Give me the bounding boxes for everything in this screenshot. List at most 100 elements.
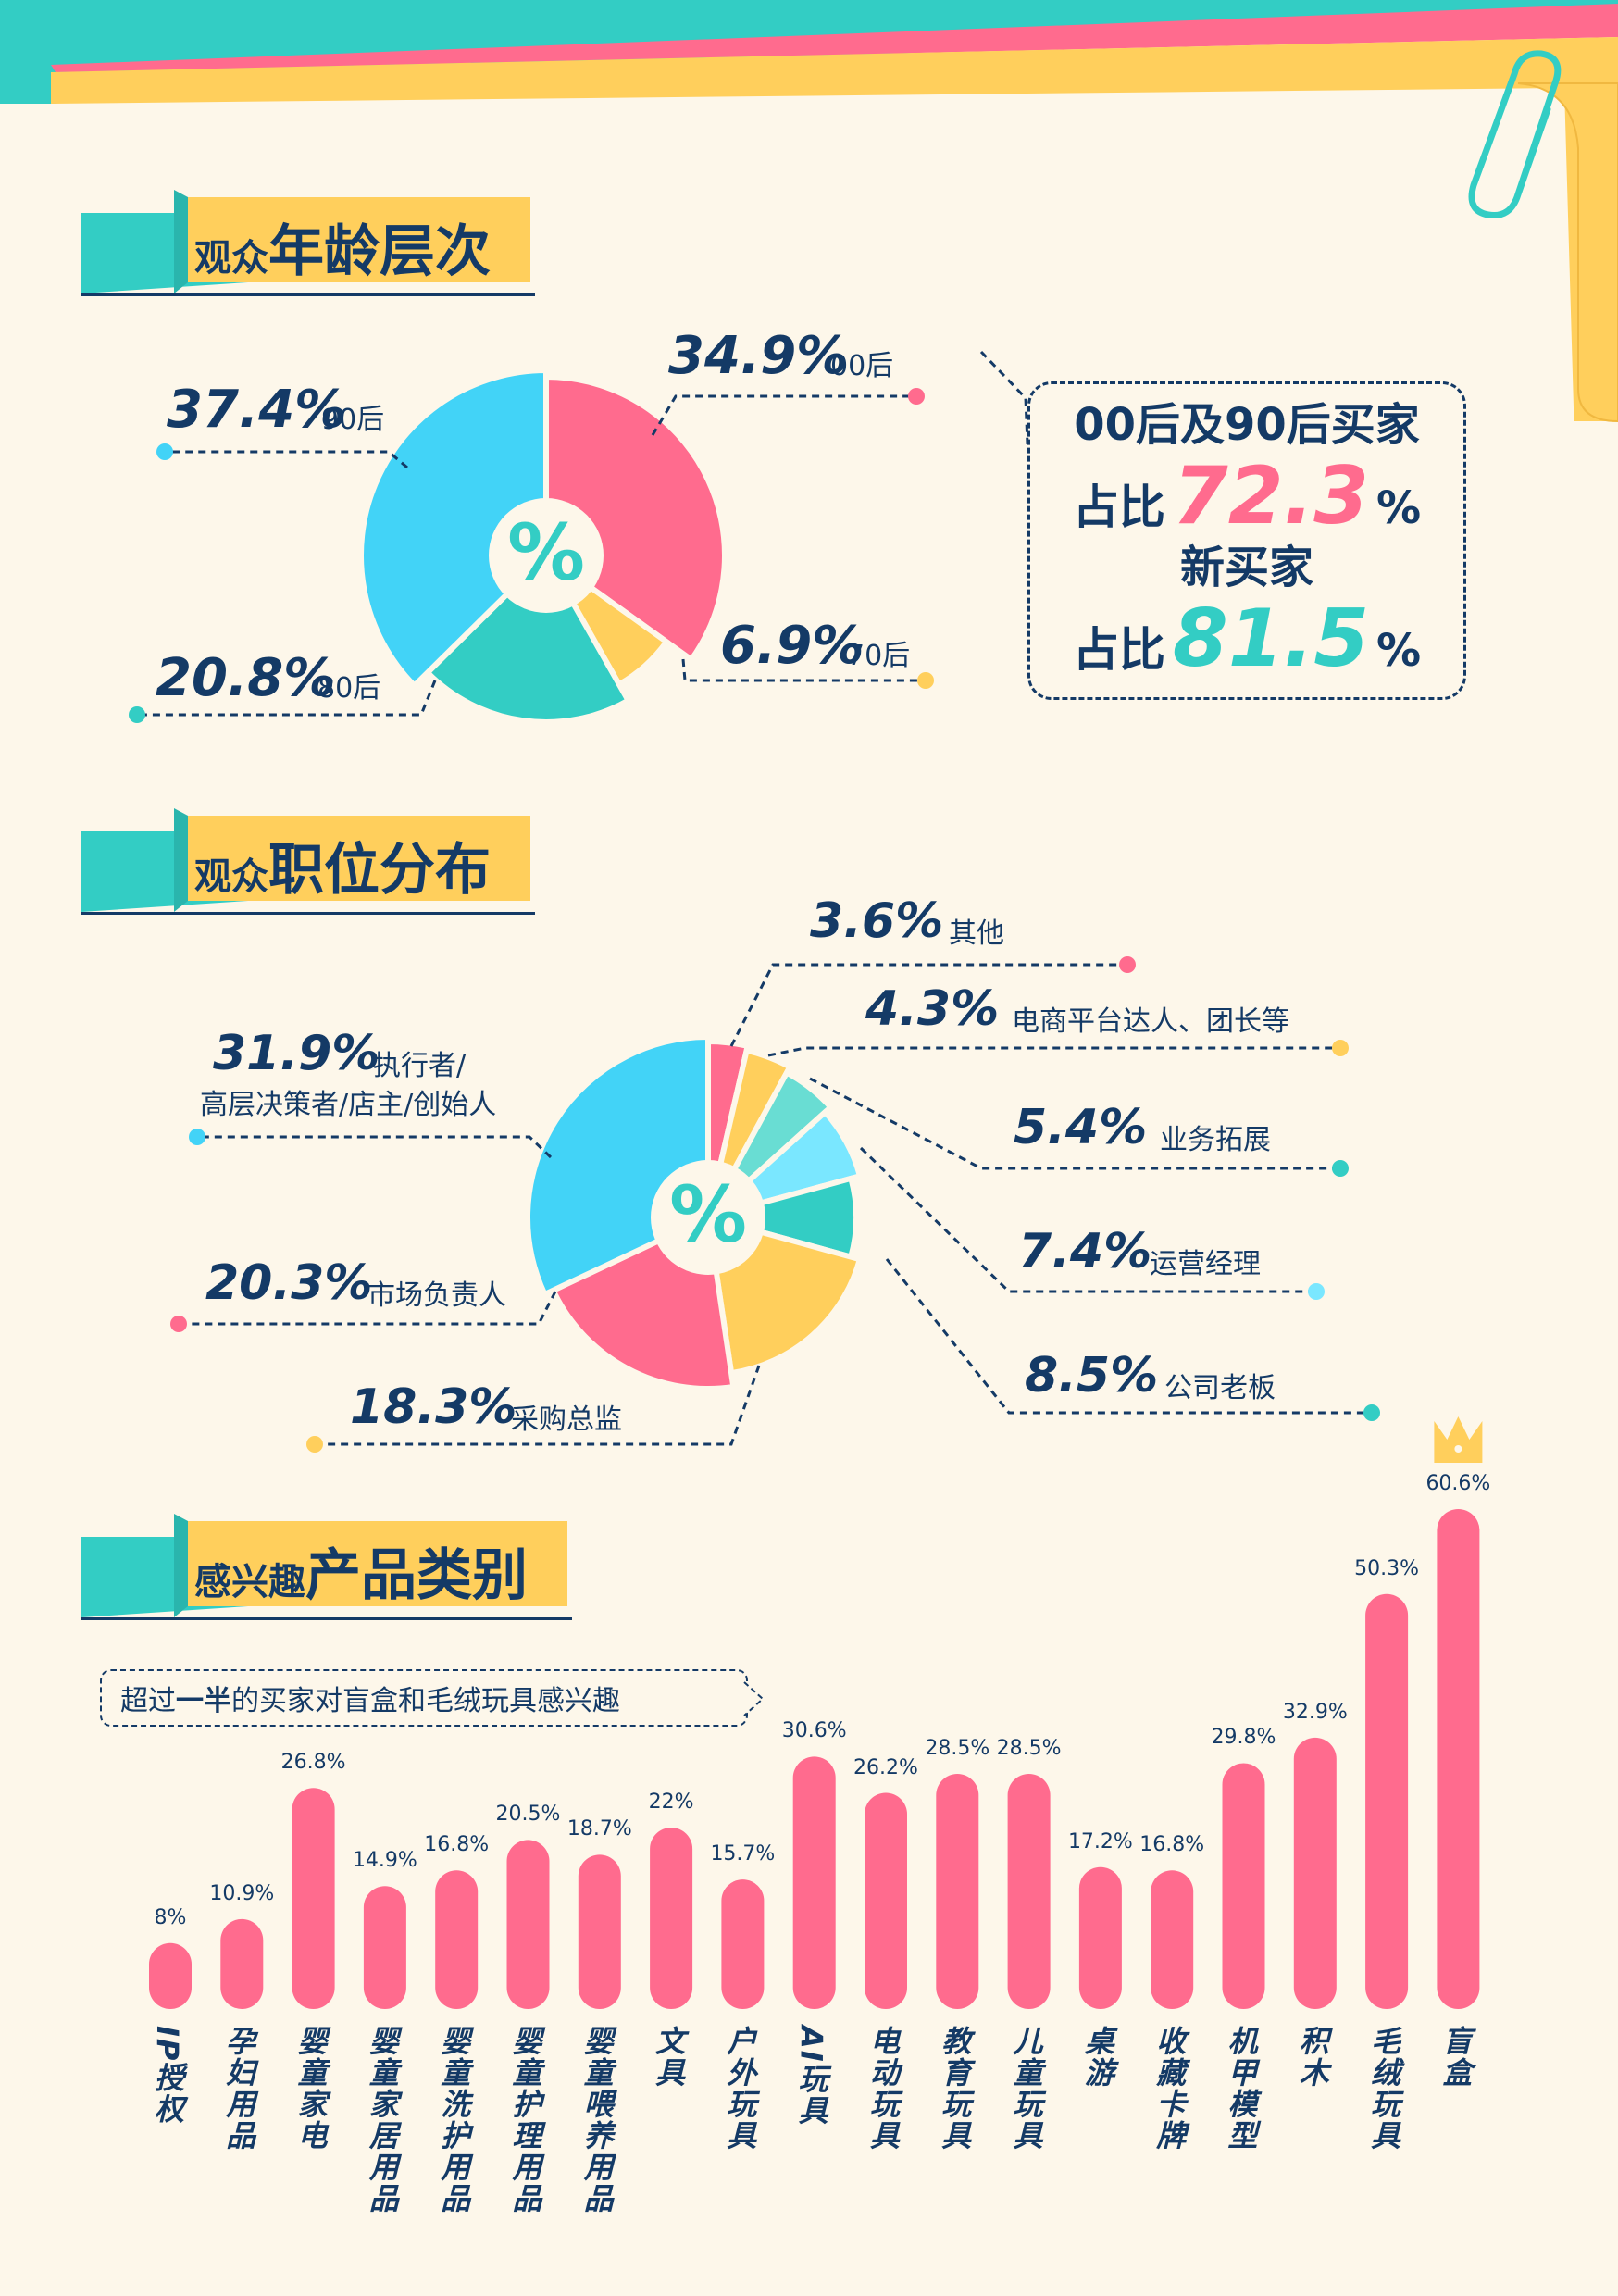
pos-pie-leader-line bbox=[859, 1146, 1316, 1293]
age-label-90-tag: 90后 bbox=[321, 404, 385, 436]
pos-label-ecom-tag: 电商平台达人、团长等 bbox=[1012, 1005, 1289, 1038]
bar-11 bbox=[936, 1774, 979, 2009]
bar-value-label: 32.9% bbox=[1282, 1700, 1348, 1724]
bar-15 bbox=[1222, 1763, 1265, 2009]
bar-value-label: 16.8% bbox=[424, 1833, 490, 1857]
bar-category-label: 婴童洗护用品 bbox=[436, 2026, 472, 2215]
bar-16 bbox=[1293, 1737, 1337, 2009]
age-pie-center-hole bbox=[489, 498, 604, 613]
age-label-80-pct: 20.8% bbox=[156, 648, 336, 708]
pos-label-other-tag: 其他 bbox=[949, 917, 1004, 950]
age-pie-leader-line bbox=[681, 658, 926, 682]
pos-pie-leader-dot bbox=[1363, 1404, 1380, 1421]
crown-icon bbox=[1434, 1416, 1483, 1463]
bubble-tail bbox=[743, 1681, 765, 1716]
summary-value-81: 81.5 bbox=[1172, 593, 1370, 685]
bar-category-label: 儿童玩具 bbox=[1008, 2026, 1044, 2152]
pos-label-exec-pct: 31.9% bbox=[213, 1026, 380, 1081]
age-label-00-pct: 34.9% bbox=[668, 326, 849, 386]
section-title-small: 观众 bbox=[194, 237, 268, 280]
pos-label-buyer-pct: 18.3% bbox=[350, 1379, 517, 1435]
bar-value-label: 14.9% bbox=[352, 1849, 417, 1873]
note-pre: 超过 bbox=[120, 1685, 176, 1717]
bar-4 bbox=[435, 1870, 479, 2009]
age-pie-percent-icon: % bbox=[507, 507, 585, 598]
age-pie-slice-3 bbox=[358, 367, 549, 690]
summary-line1: 00后及90后买家 bbox=[1074, 399, 1420, 451]
pos-pie-leader-dot bbox=[1119, 956, 1136, 973]
bar-3 bbox=[363, 1886, 406, 2009]
pos-pie-leader-dot bbox=[170, 1316, 187, 1332]
bar-2 bbox=[292, 1788, 335, 2009]
pos-pie-leader-dot bbox=[1332, 1040, 1349, 1056]
pos-pie-leader-dot bbox=[1332, 1160, 1349, 1177]
section-title-big: 年龄层次 bbox=[268, 219, 491, 284]
bar-value-label: 15.7% bbox=[710, 1842, 776, 1866]
section-title-big: 职位分布 bbox=[268, 838, 491, 903]
bar-value-label: 28.5% bbox=[996, 1737, 1062, 1761]
summary-pointer bbox=[979, 350, 1029, 445]
bar-value-label: 30.6% bbox=[781, 1719, 847, 1743]
bar-1 bbox=[220, 1918, 264, 2009]
bar-value-label: 8% bbox=[154, 1905, 187, 1929]
pos-label-other-pct: 3.6% bbox=[810, 893, 944, 949]
bar-category-label: 婴童家电 bbox=[292, 2026, 329, 2152]
summary-percent-2: % bbox=[1376, 625, 1422, 677]
age-label-70-tag: 70后 bbox=[847, 640, 911, 672]
note-bold: 一半 bbox=[176, 1685, 231, 1717]
bar-category-label: 文具 bbox=[651, 2026, 687, 2089]
position-section-header: 观众 职位分布 bbox=[81, 808, 544, 915]
pos-pie-leader-line bbox=[197, 1135, 553, 1159]
pos-pie-leader-dot bbox=[189, 1129, 205, 1145]
pos-label-ops-pct: 7.4% bbox=[1018, 1224, 1152, 1279]
bar-category-label: 户外玩具 bbox=[722, 2026, 758, 2152]
age-pie-slice-2 bbox=[423, 551, 632, 725]
pos-label-boss-pct: 8.5% bbox=[1025, 1348, 1159, 1404]
age-pie-slice-0 bbox=[543, 373, 728, 664]
bar-10 bbox=[865, 1792, 907, 2009]
bar-0 bbox=[149, 1942, 192, 2009]
bar-value-label: 18.7% bbox=[566, 1817, 632, 1841]
pos-label-boss-tag: 公司老板 bbox=[1164, 1372, 1276, 1404]
bar-category-label: 收藏卡牌 bbox=[1151, 2026, 1188, 2152]
bar-value-label: 22% bbox=[648, 1790, 694, 1814]
pos-pie-leader-dot bbox=[1308, 1283, 1325, 1300]
age-pie-leader-dot bbox=[156, 443, 173, 460]
age-pie-leader-dot bbox=[129, 706, 145, 723]
pos-pie-leader-line bbox=[315, 1365, 761, 1446]
bar-value-label: 29.8% bbox=[1211, 1726, 1276, 1750]
summary-value-72: 72.3 bbox=[1172, 450, 1370, 543]
bar-category-label: 积木 bbox=[1294, 2026, 1330, 2089]
bar-value-label: 17.2% bbox=[1067, 1829, 1133, 1853]
interest-section-header: 感兴趣 产品类别 bbox=[81, 1514, 581, 1620]
pos-label-ecom-pct: 4.3% bbox=[865, 981, 1000, 1037]
summary-percent-1: % bbox=[1376, 482, 1422, 534]
summary-prefix-1: 占比 bbox=[1072, 480, 1165, 534]
pos-label-exec-tag1: 执行者/ bbox=[373, 1050, 467, 1082]
bar-14 bbox=[1151, 1870, 1194, 2009]
section-title-big: 产品类别 bbox=[305, 1543, 528, 1608]
header-ribbon-shape bbox=[81, 1514, 572, 1620]
pos-label-ops-tag: 运营经理 bbox=[1150, 1248, 1261, 1280]
age-pie-leader-line bbox=[137, 680, 437, 717]
bar-12 bbox=[1007, 1774, 1051, 2009]
bar-value-label: 10.9% bbox=[209, 1881, 275, 1905]
bar-13 bbox=[1078, 1866, 1122, 2009]
summary-line3: 新买家 bbox=[1179, 542, 1313, 593]
pos-label-buyer-tag: 采购总监 bbox=[511, 1404, 622, 1436]
pos-pie-leader-line bbox=[809, 1077, 1340, 1170]
bar-category-label: 机甲模型 bbox=[1223, 2026, 1259, 2152]
bar-value-label: 26.8% bbox=[280, 1751, 346, 1775]
bar-category-label: 电动玩具 bbox=[865, 2026, 901, 2152]
paperclip-icon bbox=[1468, 50, 1562, 219]
bar-5 bbox=[506, 1840, 550, 2009]
age-label-90-pct: 37.4% bbox=[167, 380, 347, 440]
age-pie-leader-dot bbox=[908, 388, 925, 405]
bar-value-label: 28.5% bbox=[925, 1737, 990, 1761]
bar-category-label: 婴童喂养用品 bbox=[579, 2026, 615, 2215]
bar-6 bbox=[578, 1854, 621, 2009]
